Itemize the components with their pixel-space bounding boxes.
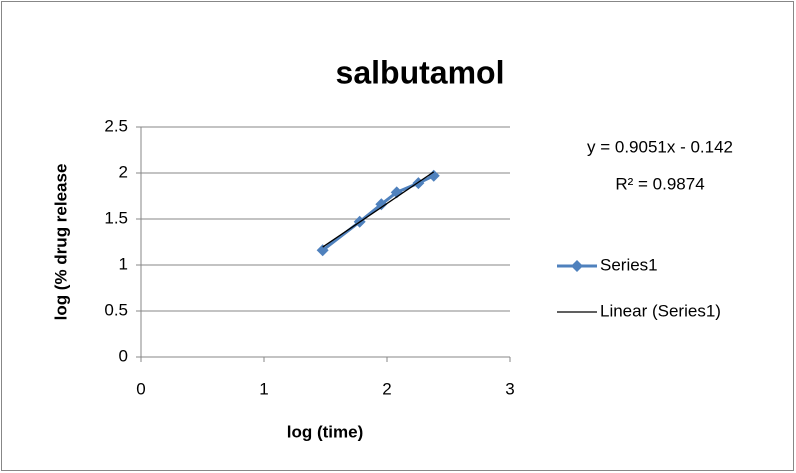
data-point: [316, 244, 329, 257]
x-tick-label: 0: [136, 379, 145, 398]
legend-marker: [571, 260, 583, 272]
data-point: [427, 169, 440, 182]
data-point: [375, 198, 388, 211]
legend-label: Series1: [600, 255, 658, 274]
trendline: [322, 171, 435, 248]
x-tick-label: 3: [505, 379, 514, 398]
x-axis-label: log (time): [287, 422, 364, 441]
legend-label: Linear (Series1): [600, 301, 721, 320]
y-tick-label: 1: [119, 254, 128, 273]
y-tick-label: 2.5: [104, 116, 128, 135]
y-tick-label: 2: [119, 162, 128, 181]
y-tick-label: 1.5: [104, 208, 128, 227]
trendline-r-squared: R² = 0.9874: [615, 174, 704, 193]
y-tick-label: 0.5: [104, 300, 128, 319]
x-tick-label: 2: [382, 379, 391, 398]
x-tick-label: 1: [259, 379, 268, 398]
chart-title: salbutamol: [336, 54, 505, 90]
trendline-equation: y = 0.9051x - 0.142: [587, 137, 733, 156]
y-tick-label: 0: [119, 346, 128, 365]
y-axis-label: log (% drug release: [51, 164, 70, 321]
